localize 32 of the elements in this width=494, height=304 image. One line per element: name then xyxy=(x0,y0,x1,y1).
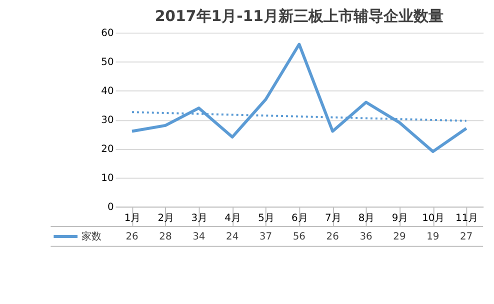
y-tick-label: 30 xyxy=(101,115,114,126)
line-series xyxy=(130,42,468,154)
y-tick-label: 50 xyxy=(101,57,114,68)
y-tick-label: 60 xyxy=(101,28,114,40)
x-tick-label: 1月 xyxy=(124,213,141,224)
x-tick-label: 5月 xyxy=(258,213,274,224)
x-tick-label: 10月 xyxy=(422,213,445,224)
data-label: 24 xyxy=(226,231,239,242)
data-label: 28 xyxy=(159,231,172,242)
x-tick-label: 2月 xyxy=(158,213,174,224)
x-tick-label: 6月 xyxy=(292,213,308,224)
data-label: 34 xyxy=(192,231,206,242)
chart-title: 2017年1月-11月新三板上市辅导企业数量 xyxy=(154,6,444,25)
data-label: 37 xyxy=(259,231,272,242)
y-tick-label: 20 xyxy=(101,144,114,156)
data-label: 26 xyxy=(126,231,138,242)
data-label: 26 xyxy=(326,231,339,242)
x-tick-label: 9月 xyxy=(392,213,408,224)
y-tick-label: 0 xyxy=(107,202,114,214)
data-label: 29 xyxy=(393,231,406,242)
data-label: 56 xyxy=(292,231,306,242)
y-tick-label: 40 xyxy=(101,86,114,98)
x-tick-label: 3月 xyxy=(191,213,208,224)
data-label: 19 xyxy=(426,231,440,242)
legend-label: 家数 xyxy=(82,230,102,242)
data-label: 27 xyxy=(460,231,473,242)
x-tick-label: 11月 xyxy=(456,213,478,224)
data-label: 36 xyxy=(360,231,372,242)
y-tick-label: 10 xyxy=(101,173,114,184)
x-tick-label: 4月 xyxy=(224,213,241,224)
x-tick-label: 8月 xyxy=(358,213,375,224)
x-tick-label: 7月 xyxy=(324,213,342,224)
